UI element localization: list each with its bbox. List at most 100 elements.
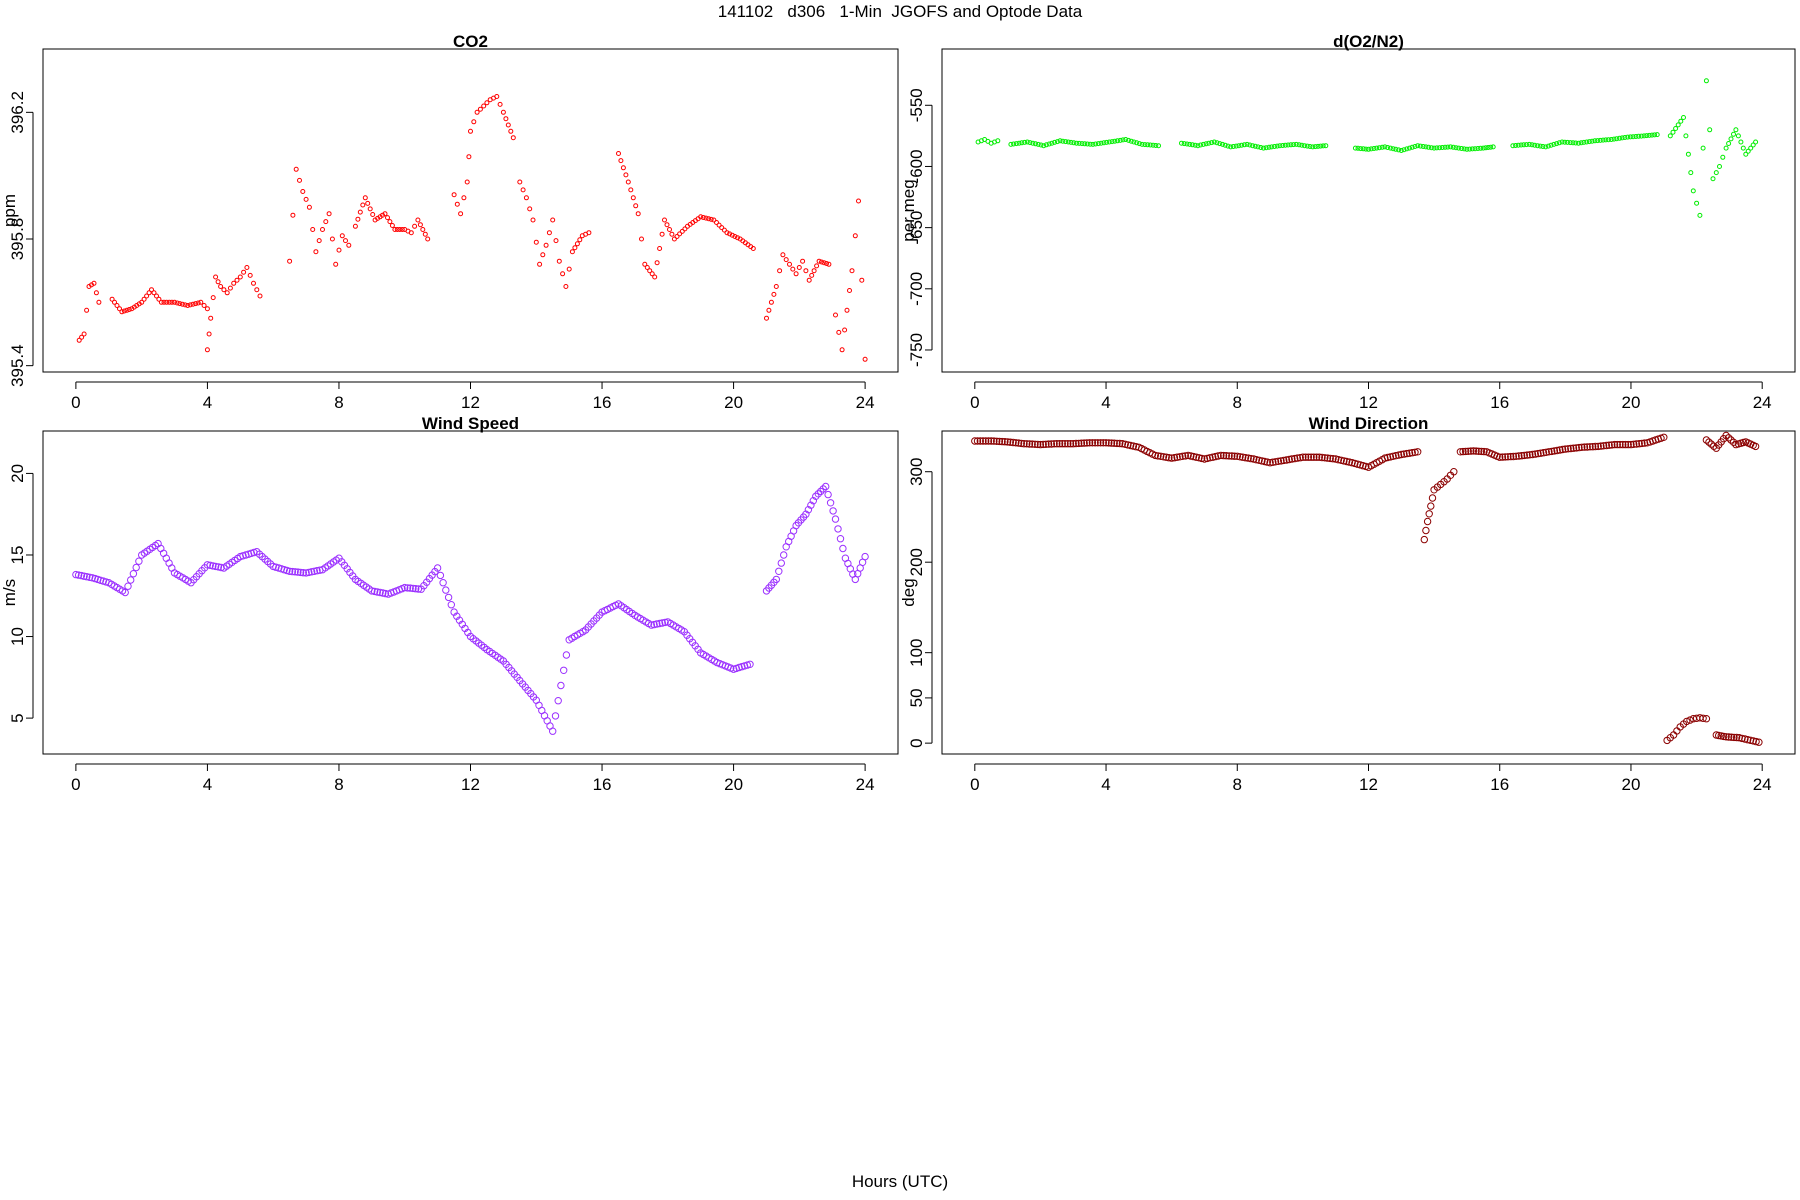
wind-direction-panel: Wind Direction 0 4 8 12 16 20 24 0 50 100 200 300 deg bbox=[899, 414, 1796, 794]
data-point bbox=[297, 177, 302, 183]
data-point bbox=[1415, 143, 1421, 149]
data-point bbox=[1605, 441, 1613, 449]
x-tick-label: 12 bbox=[1359, 775, 1378, 794]
data-point bbox=[1244, 454, 1252, 462]
data-point bbox=[1055, 440, 1064, 448]
data-point bbox=[628, 187, 634, 193]
data-point bbox=[1228, 144, 1234, 150]
data-point bbox=[215, 279, 221, 285]
data-point bbox=[1428, 494, 1437, 502]
data-point bbox=[517, 179, 523, 185]
data-point bbox=[159, 549, 168, 557]
data-point bbox=[1461, 146, 1467, 152]
data-point bbox=[1118, 440, 1127, 448]
data-point bbox=[831, 515, 840, 523]
data-point bbox=[729, 232, 735, 238]
data-point bbox=[1685, 151, 1691, 157]
data-point bbox=[1043, 142, 1049, 148]
data-point bbox=[1690, 188, 1696, 194]
data-point bbox=[523, 195, 529, 201]
data-point bbox=[237, 274, 243, 280]
x-tick-label: 24 bbox=[1753, 393, 1772, 412]
data-point bbox=[313, 249, 319, 255]
data-point bbox=[1258, 457, 1266, 465]
data-point bbox=[1633, 134, 1639, 139]
data-point bbox=[1003, 438, 1012, 446]
data-point bbox=[708, 216, 714, 222]
data-point bbox=[1540, 144, 1546, 149]
data-point bbox=[117, 306, 122, 312]
data-point bbox=[800, 258, 806, 264]
data-point bbox=[1423, 517, 1432, 526]
data-point bbox=[1483, 145, 1489, 151]
plot-frame bbox=[42, 430, 899, 755]
x-tick-label: 24 bbox=[1753, 775, 1772, 794]
data-point bbox=[1595, 138, 1601, 144]
data-point bbox=[550, 217, 556, 223]
data-point bbox=[1173, 453, 1181, 461]
data-point bbox=[1654, 132, 1660, 138]
data-point bbox=[1531, 450, 1540, 458]
data-point bbox=[1310, 453, 1318, 461]
data-point bbox=[1490, 144, 1496, 150]
y-tick-label: 0 bbox=[907, 738, 926, 747]
data-point bbox=[1105, 439, 1113, 447]
data-point bbox=[1222, 452, 1231, 460]
data-point bbox=[433, 564, 442, 572]
data-point bbox=[1553, 446, 1561, 455]
data-point bbox=[447, 601, 455, 609]
data-point bbox=[1049, 140, 1055, 146]
data-point bbox=[1236, 143, 1242, 149]
data-point bbox=[1638, 439, 1646, 448]
data-point bbox=[119, 309, 125, 315]
data-point bbox=[1178, 452, 1187, 460]
data-point bbox=[1570, 140, 1576, 146]
data-point bbox=[1745, 148, 1751, 154]
data-point bbox=[370, 587, 379, 596]
data-point bbox=[1379, 144, 1385, 150]
data-point bbox=[1247, 454, 1255, 463]
data-point bbox=[1448, 144, 1453, 150]
data-point bbox=[156, 296, 162, 302]
data-point bbox=[1597, 442, 1605, 450]
data-point bbox=[1280, 456, 1288, 465]
data-point bbox=[661, 618, 669, 627]
data-point bbox=[1064, 440, 1072, 448]
data-point bbox=[1041, 143, 1047, 149]
data-point bbox=[1535, 143, 1540, 149]
data-point bbox=[1608, 137, 1614, 142]
data-point bbox=[1263, 145, 1269, 151]
data-point bbox=[616, 151, 621, 156]
x-tick-label: 4 bbox=[1101, 775, 1110, 794]
data-point bbox=[995, 138, 1001, 144]
data-point bbox=[1112, 138, 1118, 144]
data-point bbox=[1725, 733, 1733, 741]
data-point bbox=[1383, 453, 1392, 462]
data-point bbox=[464, 179, 470, 185]
data-point bbox=[1352, 145, 1358, 151]
data-point bbox=[1363, 146, 1369, 152]
data-point bbox=[302, 569, 310, 577]
x-tick-label: 12 bbox=[461, 393, 480, 412]
data-point bbox=[1412, 144, 1418, 149]
data-point bbox=[1589, 138, 1595, 144]
data-point bbox=[839, 544, 847, 553]
data-point bbox=[1409, 144, 1415, 150]
data-point bbox=[1359, 462, 1367, 470]
data-point bbox=[370, 212, 376, 217]
data-point bbox=[824, 261, 829, 266]
data-point bbox=[563, 284, 569, 289]
data-point bbox=[1368, 146, 1374, 152]
data-point bbox=[1636, 133, 1642, 139]
data-point bbox=[1727, 436, 1735, 444]
data-point bbox=[422, 231, 428, 237]
y-tick-label: 395.4 bbox=[8, 344, 27, 387]
data-point bbox=[1652, 132, 1658, 138]
data-point bbox=[412, 223, 418, 229]
data-point bbox=[650, 620, 658, 629]
data-point bbox=[1302, 143, 1307, 149]
data-point bbox=[187, 302, 193, 308]
data-point bbox=[403, 584, 412, 592]
data-point bbox=[1136, 141, 1142, 147]
data-point bbox=[1532, 142, 1538, 148]
